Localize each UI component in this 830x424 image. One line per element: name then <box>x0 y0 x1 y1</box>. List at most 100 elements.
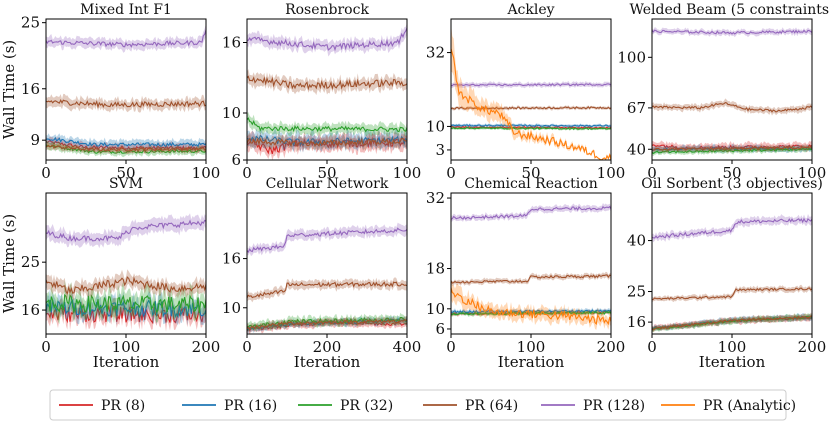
y-tick-label: 16 <box>21 80 40 98</box>
y-tick-label: 25 <box>21 14 40 32</box>
series-band <box>652 27 812 38</box>
series-line <box>451 125 611 129</box>
x-axis-label: Iteration <box>93 353 160 371</box>
series-band <box>46 280 206 325</box>
legend-box <box>49 389 787 421</box>
y-tick-label: 18 <box>426 260 445 278</box>
series-line <box>46 29 206 48</box>
y-tick-label: 40 <box>627 140 646 158</box>
x-tick-label: 400 <box>393 338 422 356</box>
y-tick-label: 10 <box>426 300 445 318</box>
x-axis-label: Iteration <box>699 353 766 371</box>
chart-title: Oil Sorbent (3 objectives) <box>641 176 823 192</box>
axes-frame <box>246 192 408 335</box>
legend-item: PR (64) <box>423 398 518 414</box>
series-band <box>46 133 206 152</box>
legend-label: PR (64) <box>465 398 518 414</box>
series-group <box>247 222 407 334</box>
x-tick-label: 0 <box>647 164 657 182</box>
x-tick-label: 0 <box>647 338 657 356</box>
series-line <box>247 281 407 299</box>
legend-item: PR (128) <box>541 398 645 414</box>
legend-label: PR (Analytic) <box>703 398 796 414</box>
chart-panel: 0 50 100 3 10 32 Ackley <box>426 2 625 182</box>
legend-label: PR (8) <box>101 398 145 414</box>
x-tick-label: 0 <box>446 338 456 356</box>
legend-item: PR (32) <box>298 398 393 414</box>
series-line <box>46 276 206 295</box>
x-tick-label: 100 <box>393 164 422 182</box>
series-band <box>247 23 407 57</box>
series-band <box>247 312 407 332</box>
series-line <box>247 319 407 331</box>
x-tick-label: 200 <box>192 338 221 356</box>
series-line <box>46 298 206 319</box>
y-tick-label: 10 <box>222 104 241 122</box>
x-tick-label: 50 <box>116 164 135 182</box>
x-tick-label: 100 <box>192 164 221 182</box>
series-line <box>451 205 611 220</box>
y-tick-label: 32 <box>426 44 445 62</box>
series-line <box>46 144 206 155</box>
series-line <box>46 139 206 151</box>
series-line <box>46 305 206 325</box>
y-tick-label: 10 <box>426 117 445 135</box>
x-tick-label: 0 <box>242 164 252 182</box>
x-tick-label: 0 <box>41 164 51 182</box>
series-line <box>451 274 611 284</box>
x-tick-label: 50 <box>521 164 540 182</box>
series-group <box>451 203 611 330</box>
series-line <box>451 82 611 87</box>
legend-item: PR (8) <box>59 398 145 414</box>
y-tick-label: 3 <box>435 141 445 159</box>
y-tick-label: 67 <box>627 99 646 117</box>
series-band <box>247 316 407 333</box>
x-axis-label: Iteration <box>498 353 565 371</box>
y-tick-label: 16 <box>222 34 241 52</box>
series-band <box>652 313 812 333</box>
chart-panel: 0 100 200 16 25 SVM Iteration Wall Time (s) <box>0 176 220 371</box>
x-tick-label: 200 <box>798 338 827 356</box>
series-band <box>247 112 407 138</box>
x-tick-label: 100 <box>718 338 747 356</box>
chart-panel: 0 200 400 10 16 Cellular Network Iteration <box>222 176 421 371</box>
x-tick-label: 100 <box>112 338 141 356</box>
series-band <box>652 313 812 332</box>
series-band <box>247 127 407 153</box>
series-line <box>652 287 812 301</box>
chart-panel: 0 50 100 40 67 100 Welded Beam (5 constraints) <box>617 2 830 182</box>
series-line <box>451 106 611 110</box>
series-line <box>451 287 611 326</box>
legend-label: PR (128) <box>583 398 645 414</box>
series-line <box>247 137 407 148</box>
y-tick-label: 16 <box>21 301 40 319</box>
series-band <box>247 277 407 303</box>
y-axis-label: Wall Time (s) <box>0 40 18 140</box>
series-line <box>652 315 812 331</box>
y-tick-label: 6 <box>231 151 241 169</box>
series-band <box>652 313 812 331</box>
series-line <box>652 217 812 239</box>
series-band <box>652 284 812 303</box>
series-band <box>652 312 812 333</box>
series-band <box>451 278 611 330</box>
axes-frame <box>651 18 813 161</box>
x-tick-label: 100 <box>798 164 827 182</box>
chart-title: Chemical Reaction <box>464 176 597 192</box>
chart-panel: 0 50 100 6 10 16 Rosenbrock <box>222 2 421 182</box>
y-tick-label: 16 <box>222 250 241 268</box>
chart-title: Ackley <box>506 2 554 18</box>
y-tick-label: 9 <box>30 131 40 149</box>
legend-item: PR (16) <box>182 398 277 414</box>
series-group <box>652 214 812 333</box>
x-tick-label: 200 <box>313 338 342 356</box>
legend: PR (8) PR (16) PR (32) PR (64) PR (128) PR (A… <box>49 389 796 421</box>
series-line <box>46 144 206 152</box>
series-line <box>451 48 611 160</box>
series-band <box>247 69 407 96</box>
series-band <box>46 141 206 155</box>
series-group <box>46 23 206 158</box>
series-line <box>652 147 812 155</box>
legend-item: PR (Analytic) <box>661 398 796 414</box>
